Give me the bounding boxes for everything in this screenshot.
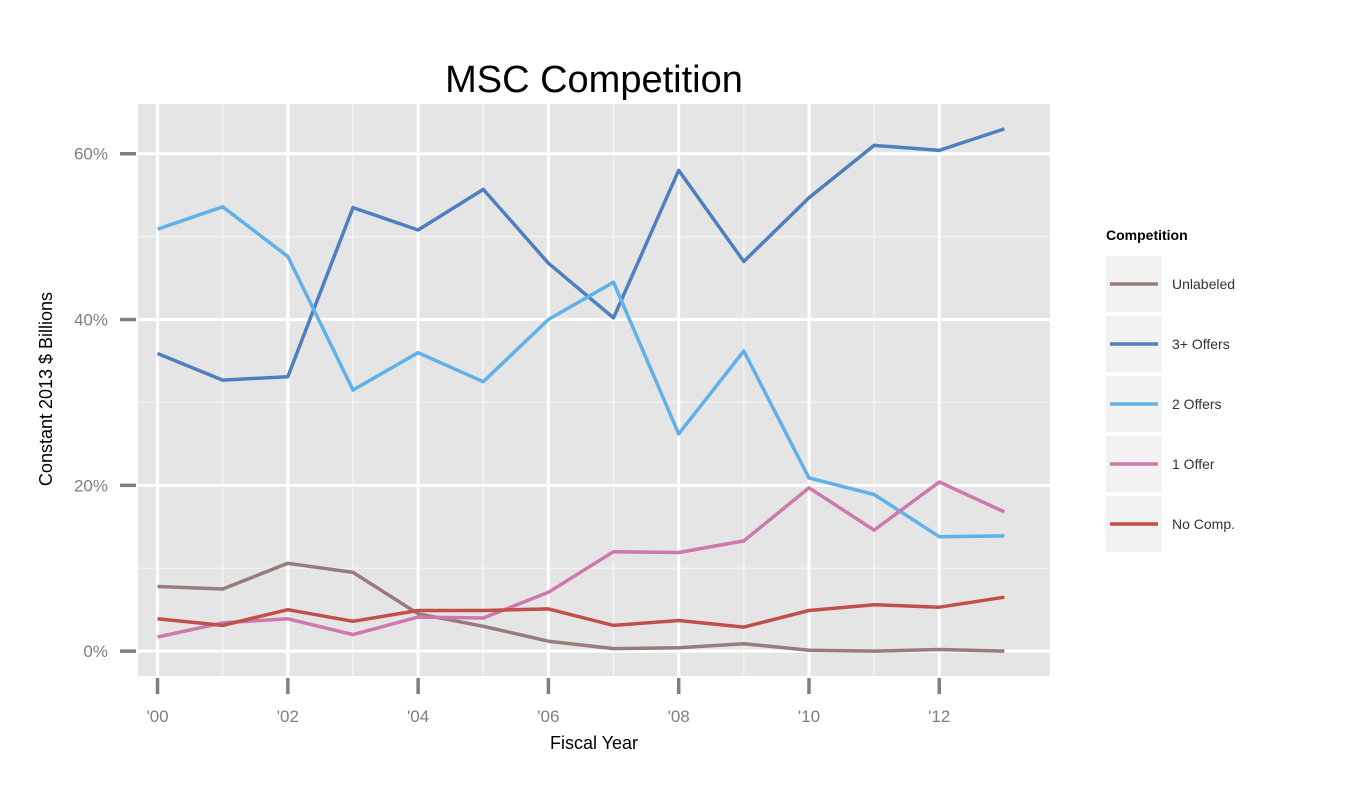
plot-background xyxy=(138,104,1050,676)
legend-label-3-offers: 3+ Offers xyxy=(1172,336,1230,352)
series-line-no-comp xyxy=(157,595,1005,629)
y-tick-label: 0% xyxy=(83,642,108,661)
x-tick-label: '02 xyxy=(277,707,299,726)
y-axis: 0% 20% 40% 60% xyxy=(74,145,136,661)
x-tick-label: '12 xyxy=(928,707,950,726)
series-line-2-offers xyxy=(156,205,1005,539)
x-tick-label: '08 xyxy=(668,707,690,726)
x-axis-label: Fiscal Year xyxy=(550,733,638,753)
x-tick-label: '00 xyxy=(146,707,168,726)
legend-label-no-comp: No Comp. xyxy=(1172,516,1235,532)
legend-label-unlabeled: Unlabeled xyxy=(1172,276,1235,292)
y-tick-label: 40% xyxy=(74,311,108,330)
series-line-1-offer xyxy=(157,480,1006,639)
x-axis: '00 '02 '04 '06 '08 '10 '12 xyxy=(146,678,950,726)
legend-label-1-offer: 1 Offer xyxy=(1172,456,1215,472)
legend-title: Competition xyxy=(1106,227,1188,243)
x-tick-label: '04 xyxy=(407,707,429,726)
series-line-unlabeled xyxy=(157,561,1005,653)
chart-title: MSC Competition xyxy=(445,59,743,101)
series-lines xyxy=(156,127,1006,653)
x-tick-label: '06 xyxy=(537,707,559,726)
x-tick-label: '10 xyxy=(798,707,820,726)
y-axis-label: Constant 2013 $ Billions xyxy=(36,292,56,486)
y-tick-label: 60% xyxy=(74,145,108,164)
legend: Competition Unlabeled 3+ Offers 2 Offers 1 … xyxy=(1106,227,1235,552)
series-line-3-offers xyxy=(156,127,1005,382)
legend-label-2-offers: 2 Offers xyxy=(1172,396,1222,412)
y-tick-label: 20% xyxy=(74,476,108,495)
